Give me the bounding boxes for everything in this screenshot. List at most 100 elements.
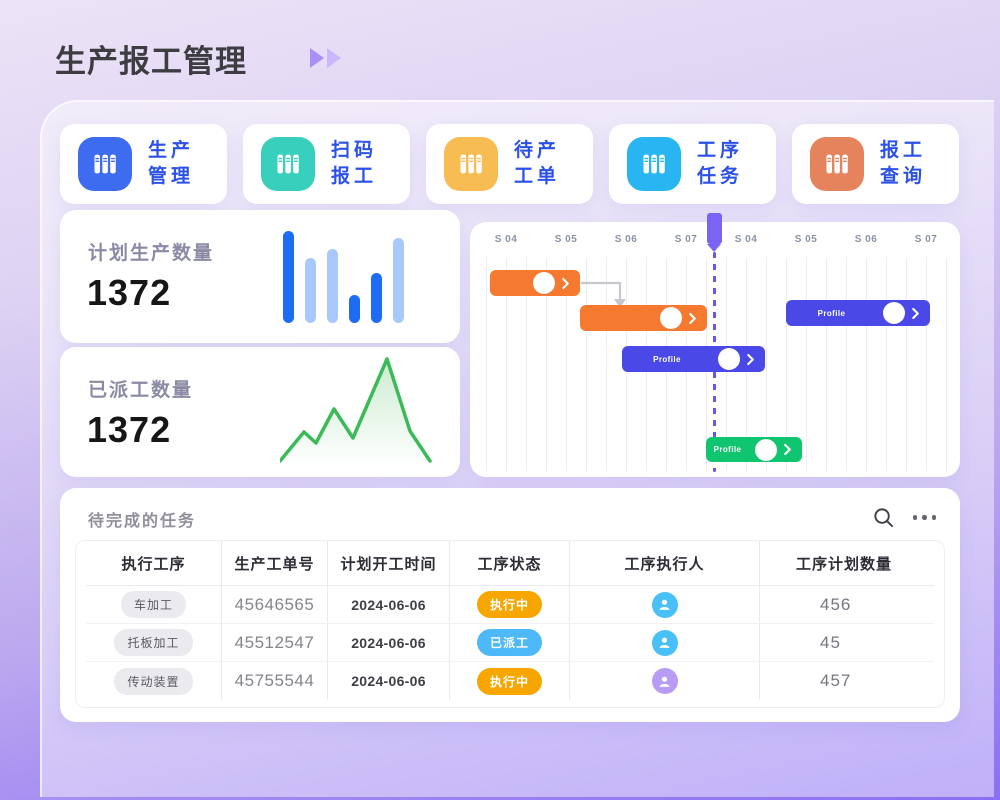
table-body: 车加工 45646565 2024-06-06 执行中 456 托板加工 45512547 2… — [86, 586, 934, 700]
books-icon — [444, 137, 498, 191]
gantt-gridline — [786, 258, 787, 471]
cell-planned-qty: 457 — [820, 671, 852, 690]
nav-label: 报工 查询 — [880, 140, 927, 187]
task-bar-orange-1[interactable] — [490, 270, 580, 296]
cell-process: 托板加工 — [86, 624, 222, 661]
table-row[interactable]: 托板加工 45512547 2024-06-06 已派工 45 — [86, 624, 934, 662]
status-badge[interactable]: 执行中 — [476, 667, 542, 695]
gantt-gridline — [906, 258, 907, 471]
arrow-right-icon — [310, 48, 324, 68]
cell-executor — [570, 624, 760, 661]
gantt-day-marker[interactable] — [706, 213, 722, 252]
gantt-timeline-label: S 06 — [614, 234, 638, 245]
pending-tasks-card: 待完成的任务 执行工序 生产工单号 计划开工时间 工序状态 工序执行人 工序计划… — [60, 488, 960, 722]
status-badge[interactable]: 执行中 — [476, 591, 542, 618]
title-arrows-icon — [310, 48, 341, 68]
task-bar-blue-right[interactable]: Profile — [786, 300, 930, 326]
stat-card-planned-quantity: 计划生产数量 1372 — [60, 210, 460, 343]
gantt-gridline — [946, 258, 947, 471]
nav-card-report-query[interactable]: 报工 查询 — [792, 124, 959, 204]
gantt-timeline-label: S 05 — [554, 234, 578, 245]
process-pill: 车加工 — [120, 591, 186, 618]
col-header-start-date: 计划开工时间 — [328, 541, 450, 585]
gantt-bar-handle[interactable] — [755, 438, 777, 461]
ellipsis-icon[interactable] — [912, 511, 936, 524]
executor-avatar[interactable] — [651, 668, 678, 694]
task-bar-orange-2[interactable] — [580, 305, 707, 331]
cell-status: 已派工 — [450, 624, 570, 661]
executor-avatar[interactable] — [651, 591, 678, 618]
cell-planned-qty: 456 — [820, 594, 852, 614]
books-icon — [810, 137, 864, 191]
nav-label: 待产 工单 — [514, 140, 561, 187]
chevron-right-icon — [784, 443, 791, 456]
gantt-chart-card: S 04 S 05 S 06 S 07 S 04 S 05 S 06 S 07 Profile… — [470, 213, 960, 477]
nav-card-process-tasks[interactable]: 工序 任务 — [609, 124, 776, 204]
stat-label: 已派工数量 — [88, 380, 194, 401]
chevron-right-icon — [747, 353, 754, 365]
plan-bar — [349, 295, 360, 323]
cell-order-no: 45755544 — [222, 662, 328, 700]
process-pill: 传动装置 — [114, 667, 193, 695]
gantt-gridline — [506, 258, 507, 471]
stat-card-dispatched-quantity: 已派工数量 1372 — [60, 347, 460, 477]
gantt-timeline-label: S 04 — [494, 234, 518, 245]
cell-status: 执行中 — [450, 586, 570, 623]
cell-start-date: 2024-06-06 — [328, 662, 450, 700]
nav-card-production-management[interactable]: 生产 管理 — [60, 124, 227, 204]
cell-process: 传动装置 — [86, 662, 222, 700]
gantt-bar-handle[interactable] — [883, 302, 905, 324]
cell-order-no: 45646565 — [222, 586, 328, 623]
dispatch-line — [280, 357, 432, 463]
gantt-gridline — [586, 258, 587, 471]
task-bar-blue-left[interactable]: Profile — [622, 346, 765, 372]
cell-planned-qty: 45 — [820, 632, 841, 652]
col-header-status: 工序状态 — [450, 541, 570, 585]
stat-value: 1372 — [87, 409, 172, 450]
gantt-bar-handle[interactable] — [718, 348, 740, 370]
table-row[interactable]: 传动装置 45755544 2024-06-06 执行中 457 — [86, 662, 934, 700]
gantt-timeline-label: S 05 — [794, 234, 818, 245]
task-bar-green[interactable]: Profile — [706, 437, 802, 462]
cell-process: 车加工 — [86, 586, 222, 623]
dispatch-line-chart — [280, 357, 432, 463]
gantt-gridline — [866, 258, 867, 471]
executor-avatar[interactable] — [651, 629, 678, 656]
plan-bar — [327, 249, 338, 323]
status-badge[interactable]: 已派工 — [476, 629, 542, 656]
cell-executor — [570, 586, 760, 623]
dispatch-area — [280, 359, 430, 461]
books-icon — [261, 137, 315, 191]
gantt-gridline — [806, 258, 807, 471]
gantt-bar-handle[interactable] — [660, 307, 682, 329]
gantt-bar-label: Profile — [817, 308, 846, 318]
person-icon — [659, 676, 670, 687]
gantt-dependency-arrow — [581, 281, 626, 308]
nav-card-pending-orders[interactable]: 待产 工单 — [426, 124, 593, 204]
gantt-gridline — [526, 258, 527, 471]
arrow-right-icon — [327, 48, 341, 68]
gantt-bar-label: Profile — [713, 445, 742, 454]
stat-label: 计划生产数量 — [88, 243, 215, 264]
plan-bar — [371, 273, 382, 323]
plan-bar — [283, 231, 294, 323]
pending-tasks-table: 执行工序 生产工单号 计划开工时间 工序状态 工序执行人 工序计划数量 车加工 4… — [75, 540, 945, 708]
gantt-gridline — [566, 258, 567, 471]
gantt-gridline — [886, 258, 887, 471]
chevron-right-icon — [689, 312, 696, 324]
col-header-process: 执行工序 — [86, 541, 222, 585]
books-icon — [627, 137, 681, 191]
cell-status: 执行中 — [450, 662, 570, 700]
search-icon[interactable] — [872, 506, 895, 529]
section-title: 待完成的任务 — [88, 513, 197, 530]
chevron-right-icon — [562, 277, 569, 289]
table-row[interactable]: 车加工 45646565 2024-06-06 执行中 456 — [86, 586, 934, 624]
gantt-timeline-label: S 07 — [674, 234, 698, 245]
cell-start-date: 2024-06-06 — [328, 586, 450, 623]
gantt-timeline-label: S 06 — [854, 234, 878, 245]
process-pill: 托板加工 — [114, 629, 193, 656]
gantt-bar-handle[interactable] — [533, 272, 555, 294]
gantt-gridline — [826, 258, 827, 471]
nav-label: 工序 任务 — [697, 140, 744, 187]
nav-card-scan-report[interactable]: 扫码 报工 — [243, 124, 410, 204]
